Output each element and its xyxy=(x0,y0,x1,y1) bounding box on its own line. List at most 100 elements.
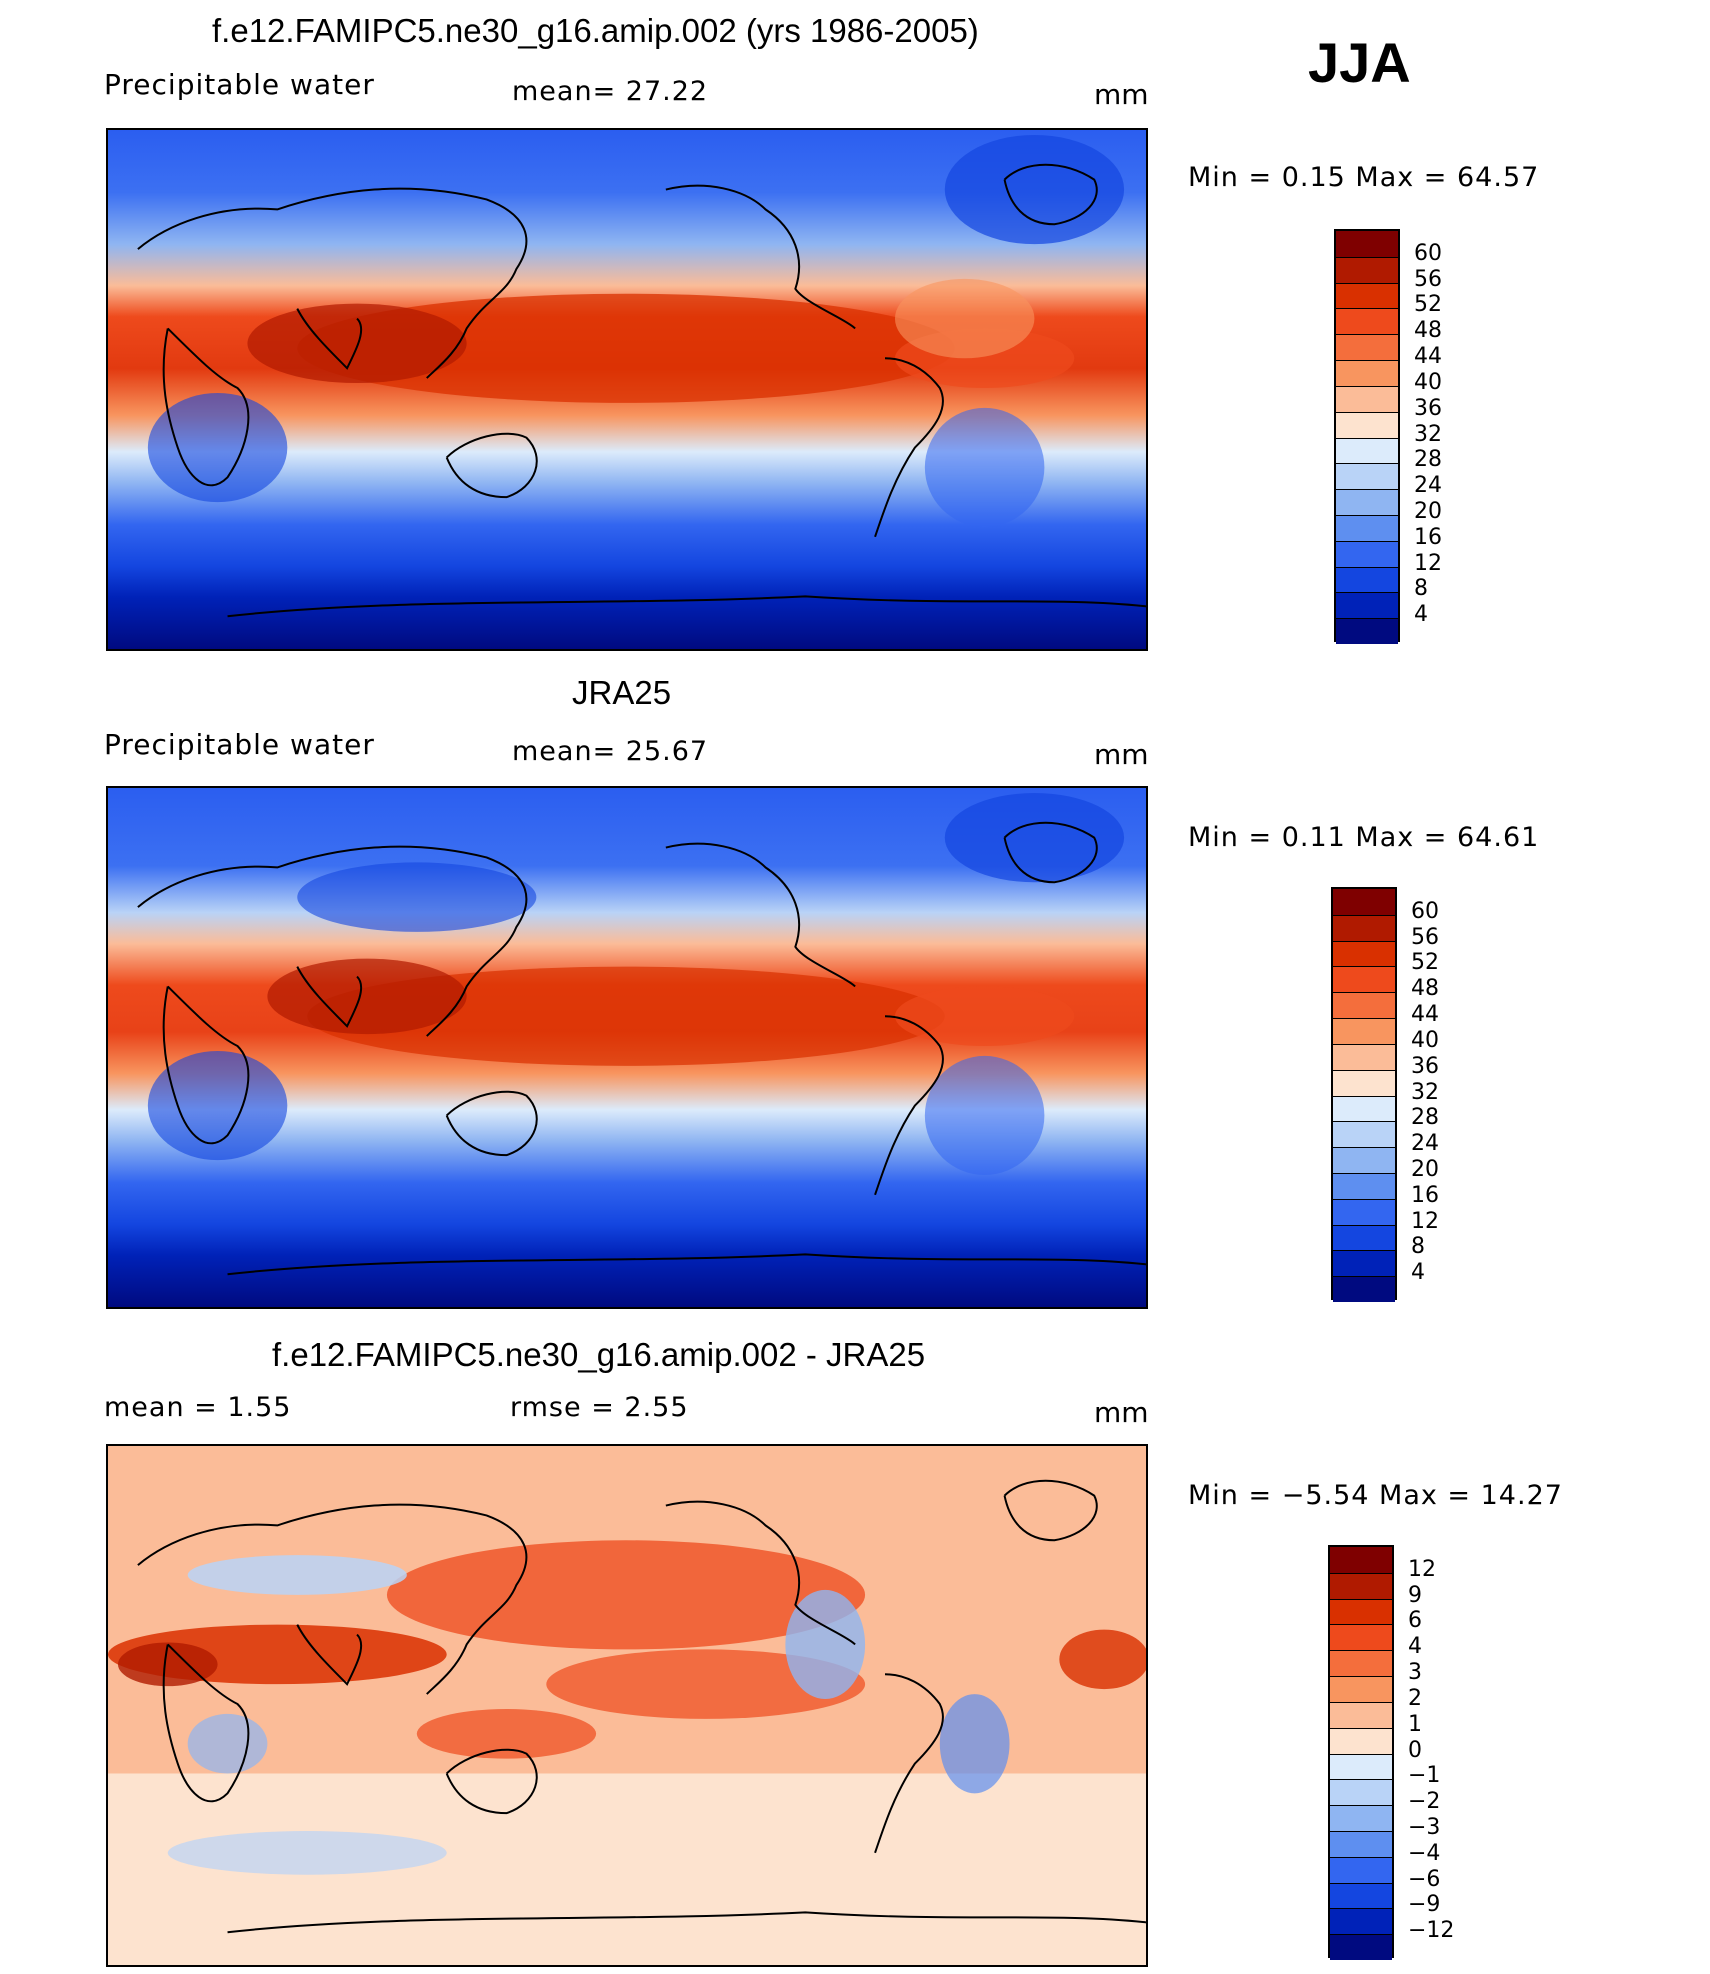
colorbar-swatch xyxy=(1330,1650,1392,1677)
colorbar-swatch xyxy=(1336,540,1398,567)
panel-3-title: f.e12.FAMIPC5.ne30_g16.amip.002 - JRA25 xyxy=(272,1336,926,1373)
colorbar-label: 12 xyxy=(1408,1556,1436,1582)
colorbar-label: 28 xyxy=(1411,1105,1439,1131)
panel-2-minmax: Min = 0.11 Max = 64.61 xyxy=(1188,822,1540,853)
colorbar-label: 40 xyxy=(1411,1027,1439,1053)
colorbar-swatch xyxy=(1336,411,1398,438)
colorbar-label: 12 xyxy=(1411,1208,1439,1234)
panel-2-title: JRA25 xyxy=(572,674,672,711)
panel-3-minmax: Min = −5.54 Max = 14.27 xyxy=(1188,1480,1563,1511)
panel-1-mean: mean= 27.22 xyxy=(512,76,709,107)
colorbar-label: 60 xyxy=(1411,898,1439,924)
colorbar-swatch xyxy=(1336,308,1398,335)
colorbar-swatch xyxy=(1336,334,1398,361)
colorbar-label: 4 xyxy=(1408,1634,1422,1660)
colorbar-swatch xyxy=(1333,1018,1395,1044)
colorbar-label: −4 xyxy=(1408,1840,1441,1866)
colorbar-swatch xyxy=(1333,1250,1395,1277)
colorbar-swatch xyxy=(1336,282,1398,309)
panel-1-title: f.e12.FAMIPC5.ne30_g16.amip.002 (yrs 198… xyxy=(212,12,979,49)
colorbar-label: −2 xyxy=(1408,1789,1441,1815)
colorbar-swatch xyxy=(1330,1727,1392,1754)
colorbar-label: 12 xyxy=(1414,550,1442,576)
colorbar-swatch xyxy=(1330,1805,1392,1831)
panel-3-colorbar xyxy=(1328,1545,1394,1960)
colorbar-label: 36 xyxy=(1411,1053,1439,1079)
colorbar-swatch xyxy=(1333,889,1395,915)
colorbar-swatch xyxy=(1333,1198,1395,1225)
colorbar-label: 56 xyxy=(1411,924,1439,950)
colorbar-label: 4 xyxy=(1411,1260,1425,1286)
colorbar-swatch xyxy=(1333,1043,1395,1070)
colorbar-swatch xyxy=(1330,1934,1392,1960)
panel-2-units: mm xyxy=(1094,738,1149,771)
colorbar-label: 16 xyxy=(1411,1182,1439,1208)
colorbar-swatch xyxy=(1333,1172,1395,1199)
panel-3-rmse: rmse = 2.55 xyxy=(510,1392,689,1423)
panel-1-colorbar xyxy=(1334,229,1400,644)
colorbar-swatch xyxy=(1336,566,1398,593)
colorbar-label: 40 xyxy=(1414,369,1442,395)
colorbar-label: 28 xyxy=(1414,447,1442,473)
colorbar-swatch xyxy=(1330,1882,1392,1909)
colorbar-swatch xyxy=(1333,1095,1395,1122)
colorbar-swatch xyxy=(1330,1779,1392,1806)
colorbar-swatch xyxy=(1336,489,1398,515)
colorbar-label: 9 xyxy=(1408,1582,1422,1608)
colorbar-label: 1 xyxy=(1408,1711,1422,1737)
panel-2-mean: mean= 25.67 xyxy=(512,736,709,767)
panel-2-colorbar xyxy=(1331,887,1397,1302)
colorbar-label: 32 xyxy=(1411,1079,1439,1105)
colorbar-label: 6 xyxy=(1408,1608,1422,1634)
colorbar-swatch xyxy=(1333,992,1395,1019)
colorbar-label: 60 xyxy=(1414,240,1442,266)
colorbar-label: 48 xyxy=(1414,318,1442,344)
colorbar-label: 8 xyxy=(1411,1234,1425,1260)
colorbar-label: 36 xyxy=(1414,395,1442,421)
colorbar-label: 52 xyxy=(1414,292,1442,318)
colorbar-label: 16 xyxy=(1414,524,1442,550)
panel-3-units: mm xyxy=(1094,1396,1149,1429)
colorbar-label: 44 xyxy=(1411,1002,1439,1028)
colorbar-swatch xyxy=(1330,1753,1392,1780)
colorbar-label: −9 xyxy=(1408,1892,1441,1918)
season-label: JJA xyxy=(1308,31,1411,94)
panel-1-map xyxy=(106,128,1148,651)
colorbar-swatch xyxy=(1333,1276,1395,1302)
panel-1-variable: Precipitable water xyxy=(104,68,375,101)
colorbar-swatch xyxy=(1330,1598,1392,1625)
colorbar-label: 56 xyxy=(1414,266,1442,292)
colorbar-swatch xyxy=(1336,592,1398,619)
colorbar-swatch xyxy=(1330,1908,1392,1935)
colorbar-swatch xyxy=(1333,940,1395,967)
colorbar-swatch xyxy=(1333,1121,1395,1148)
colorbar-label: 24 xyxy=(1411,1131,1439,1157)
colorbar-swatch xyxy=(1333,1147,1395,1173)
panel-1-minmax: Min = 0.15 Max = 64.57 xyxy=(1188,162,1540,193)
panel-1-map-svg xyxy=(108,130,1146,649)
colorbar-swatch xyxy=(1333,914,1395,941)
panel-3-mean: mean = 1.55 xyxy=(104,1392,292,1423)
colorbar-swatch xyxy=(1330,1624,1392,1651)
colorbar-swatch xyxy=(1336,463,1398,490)
panel-2-map-svg xyxy=(108,788,1146,1307)
colorbar-label: 24 xyxy=(1414,473,1442,499)
colorbar-swatch xyxy=(1330,1547,1392,1573)
colorbar-label: −12 xyxy=(1408,1918,1455,1944)
colorbar-label: 2 xyxy=(1408,1685,1422,1711)
panel-3-map xyxy=(106,1444,1148,1967)
panel-2-variable: Precipitable water xyxy=(104,728,375,761)
colorbar-label: 0 xyxy=(1408,1737,1422,1763)
colorbar-label: −6 xyxy=(1408,1866,1441,1892)
colorbar-label: 3 xyxy=(1408,1660,1422,1686)
colorbar-label: 20 xyxy=(1414,498,1442,524)
colorbar-label: 4 xyxy=(1414,602,1428,628)
colorbar-swatch xyxy=(1336,231,1398,257)
panel-3-map-svg xyxy=(108,1446,1146,1965)
colorbar-swatch xyxy=(1330,1701,1392,1728)
colorbar-swatch xyxy=(1336,256,1398,283)
colorbar-swatch xyxy=(1336,514,1398,541)
colorbar-label: 8 xyxy=(1414,576,1428,602)
colorbar-swatch xyxy=(1336,437,1398,464)
colorbar-swatch xyxy=(1330,1856,1392,1883)
